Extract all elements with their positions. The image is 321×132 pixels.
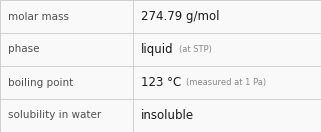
- Text: solubility in water: solubility in water: [8, 110, 101, 121]
- Text: liquid: liquid: [141, 43, 174, 56]
- Text: molar mass: molar mass: [8, 11, 69, 22]
- Text: (at STP): (at STP): [179, 45, 212, 54]
- Text: (measured at 1 Pa): (measured at 1 Pa): [186, 78, 266, 87]
- Text: boiling point: boiling point: [8, 77, 73, 88]
- Text: phase: phase: [8, 44, 39, 55]
- Text: 274.79 g/mol: 274.79 g/mol: [141, 10, 220, 23]
- Text: insoluble: insoluble: [141, 109, 194, 122]
- Text: 123 °C: 123 °C: [141, 76, 181, 89]
